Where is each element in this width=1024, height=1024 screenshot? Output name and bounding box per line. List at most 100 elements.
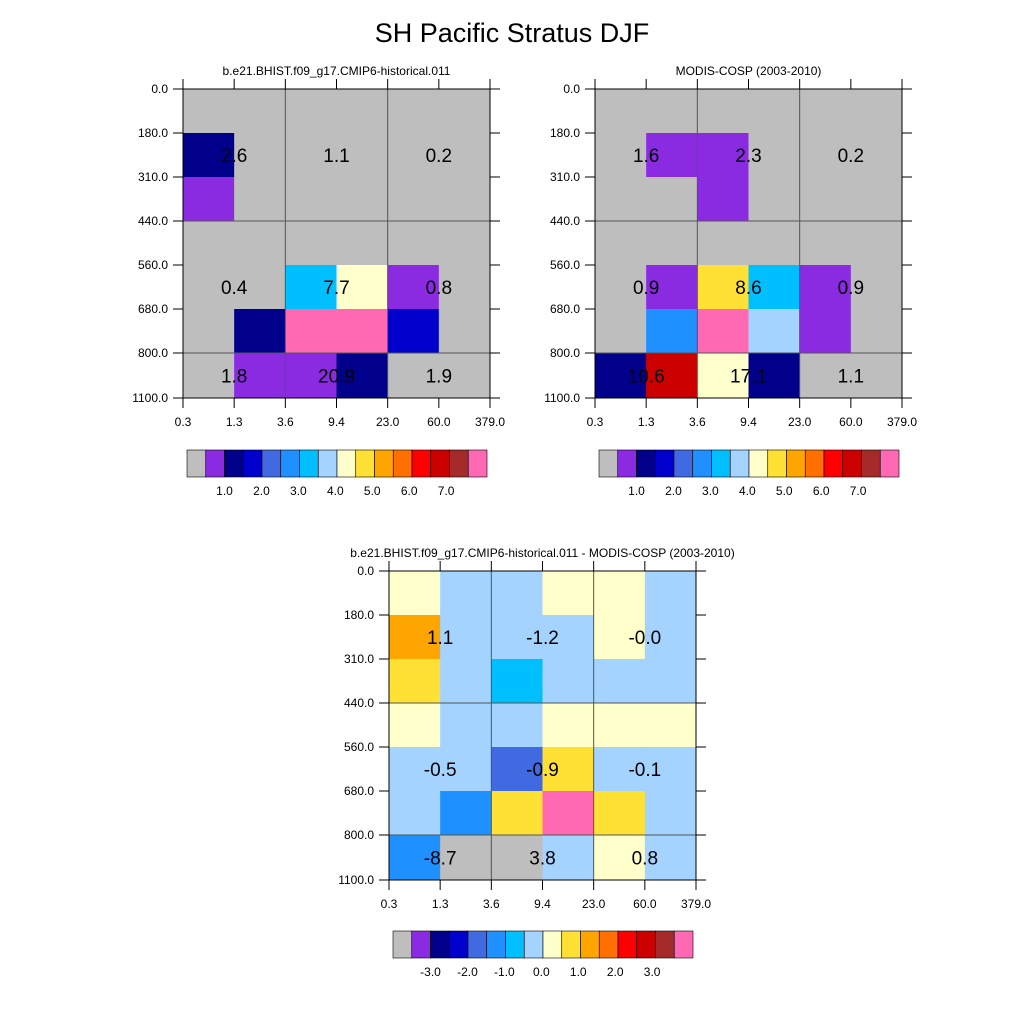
heatmap-cell xyxy=(387,89,440,134)
heatmap-cell xyxy=(595,177,647,222)
panel-title: MODIS-COSP (2003-2010) xyxy=(676,64,822,78)
heatmap-cell xyxy=(336,221,389,266)
heatmap-cell xyxy=(644,615,697,660)
y-tick-label: 680.0 xyxy=(138,302,168,316)
heatmap-cell xyxy=(438,353,491,399)
colorbar-swatch xyxy=(804,449,825,478)
heatmap-cell xyxy=(389,615,441,660)
value-label: 1.1 xyxy=(838,367,864,388)
x-tick-label: 23.0 xyxy=(376,415,400,429)
heatmap-cell xyxy=(285,221,337,266)
heatmap-cell xyxy=(387,353,440,399)
value-label: 1.1 xyxy=(323,146,349,167)
heatmap-cell xyxy=(336,177,389,222)
x-tick-label: 60.0 xyxy=(839,415,863,429)
heatmap-cell xyxy=(285,265,337,310)
heatmap-cell xyxy=(183,133,235,178)
colorbar-label: 2.0 xyxy=(607,965,624,979)
heatmap-cell xyxy=(644,747,697,792)
heatmap-cell xyxy=(183,265,235,310)
heatmap-cell xyxy=(850,89,903,134)
colorbar-swatch xyxy=(261,449,282,478)
heatmap-cell xyxy=(438,89,491,134)
y-tick-label: 800.0 xyxy=(550,346,580,360)
colorbar-label: 5.0 xyxy=(776,484,793,498)
heatmap-cell xyxy=(697,309,749,354)
heatmap-cell xyxy=(542,703,595,748)
x-tick-label: 3.6 xyxy=(483,897,500,911)
heatmap-cell xyxy=(593,791,646,836)
heatmap-cell xyxy=(697,89,749,134)
heatmap-cell xyxy=(387,309,440,354)
heatmap-cell xyxy=(542,615,595,660)
heatmap-cell xyxy=(183,353,235,399)
colorbar-swatch xyxy=(392,449,413,478)
heatmap-cell xyxy=(234,89,286,134)
heatmap-cell xyxy=(336,265,389,310)
heatmap-cell xyxy=(595,221,647,266)
colorbar-swatch xyxy=(692,449,712,478)
x-tick-label: 3.6 xyxy=(277,415,294,429)
heatmap-cell xyxy=(183,177,235,222)
heatmap-cell xyxy=(644,703,697,748)
value-label: 7.7 xyxy=(323,278,349,299)
colorbar-label: 4.0 xyxy=(739,484,756,498)
heatmap-cell xyxy=(748,265,801,310)
value-label: 0.4 xyxy=(221,278,248,299)
heatmap-cell xyxy=(748,221,801,266)
heatmap-cell xyxy=(595,133,647,178)
heatmap-cell xyxy=(799,89,852,134)
heatmap-cell xyxy=(697,221,749,266)
heatmap-cell xyxy=(491,659,543,704)
value-label: 3.8 xyxy=(529,849,555,870)
colorbar-label: 3.0 xyxy=(644,965,661,979)
value-label: 2.3 xyxy=(735,146,761,167)
x-tick-label: 0.3 xyxy=(175,415,192,429)
heatmap-cell xyxy=(542,659,595,704)
colorbar-swatch xyxy=(636,449,656,478)
heatmap-cell xyxy=(697,353,749,399)
colorbar: 1.0 2.0 3.0 4.0 5.0 6.0 7.0 xyxy=(598,449,900,498)
colorbar-swatch xyxy=(598,930,619,959)
heatmap-cell xyxy=(697,265,749,310)
heatmap-cell xyxy=(646,89,698,134)
heatmap-cell xyxy=(440,571,492,616)
heatmap-cell xyxy=(748,177,801,222)
heatmap-cell xyxy=(491,615,543,660)
x-tick-label: 60.0 xyxy=(427,415,451,429)
x-tick-label: 60.0 xyxy=(633,897,657,911)
colorbar-label: 6.0 xyxy=(401,484,418,498)
y-tick-label: 180.0 xyxy=(138,126,168,140)
colorbar-swatch xyxy=(842,449,862,478)
heatmap-cell xyxy=(183,309,235,354)
y-tick-label: 1100.0 xyxy=(544,391,580,405)
y-tick-label: 1100.0 xyxy=(132,391,168,405)
colorbar-swatch xyxy=(467,930,488,959)
colorbar-swatch xyxy=(729,449,750,478)
y-tick-label: 440.0 xyxy=(138,214,168,228)
colorbar-swatch xyxy=(505,930,525,959)
heatmap-cell xyxy=(644,571,697,616)
value-label: -0.0 xyxy=(628,628,661,649)
heatmap-cell xyxy=(748,309,801,354)
heatmap-cell xyxy=(491,835,543,881)
y-tick-label: 560.0 xyxy=(138,258,168,272)
y-tick-label: 310.0 xyxy=(138,170,168,184)
colorbar-label: 7.0 xyxy=(438,484,455,498)
value-label: 1.6 xyxy=(633,146,659,167)
heatmap-cell xyxy=(595,265,647,310)
colorbar-label: 3.0 xyxy=(290,484,307,498)
colorbar-label: 5.0 xyxy=(364,484,381,498)
colorbar-swatch xyxy=(411,449,432,478)
colorbar-swatch xyxy=(355,449,375,478)
colorbar: -3.0 -2.0 -1.0 0.0 1.0 2.0 3.0 xyxy=(392,930,694,979)
x-tick-label: 379.0 xyxy=(475,415,505,429)
x-tick-label: 9.4 xyxy=(328,415,345,429)
colorbar-swatch xyxy=(823,449,844,478)
y-tick-label: 560.0 xyxy=(344,740,374,754)
heatmap-cell xyxy=(387,221,440,266)
value-label: 2.6 xyxy=(221,146,247,167)
y-tick-label: 180.0 xyxy=(550,126,580,140)
heatmap-cell xyxy=(438,309,491,354)
heatmap-cell xyxy=(389,659,441,704)
